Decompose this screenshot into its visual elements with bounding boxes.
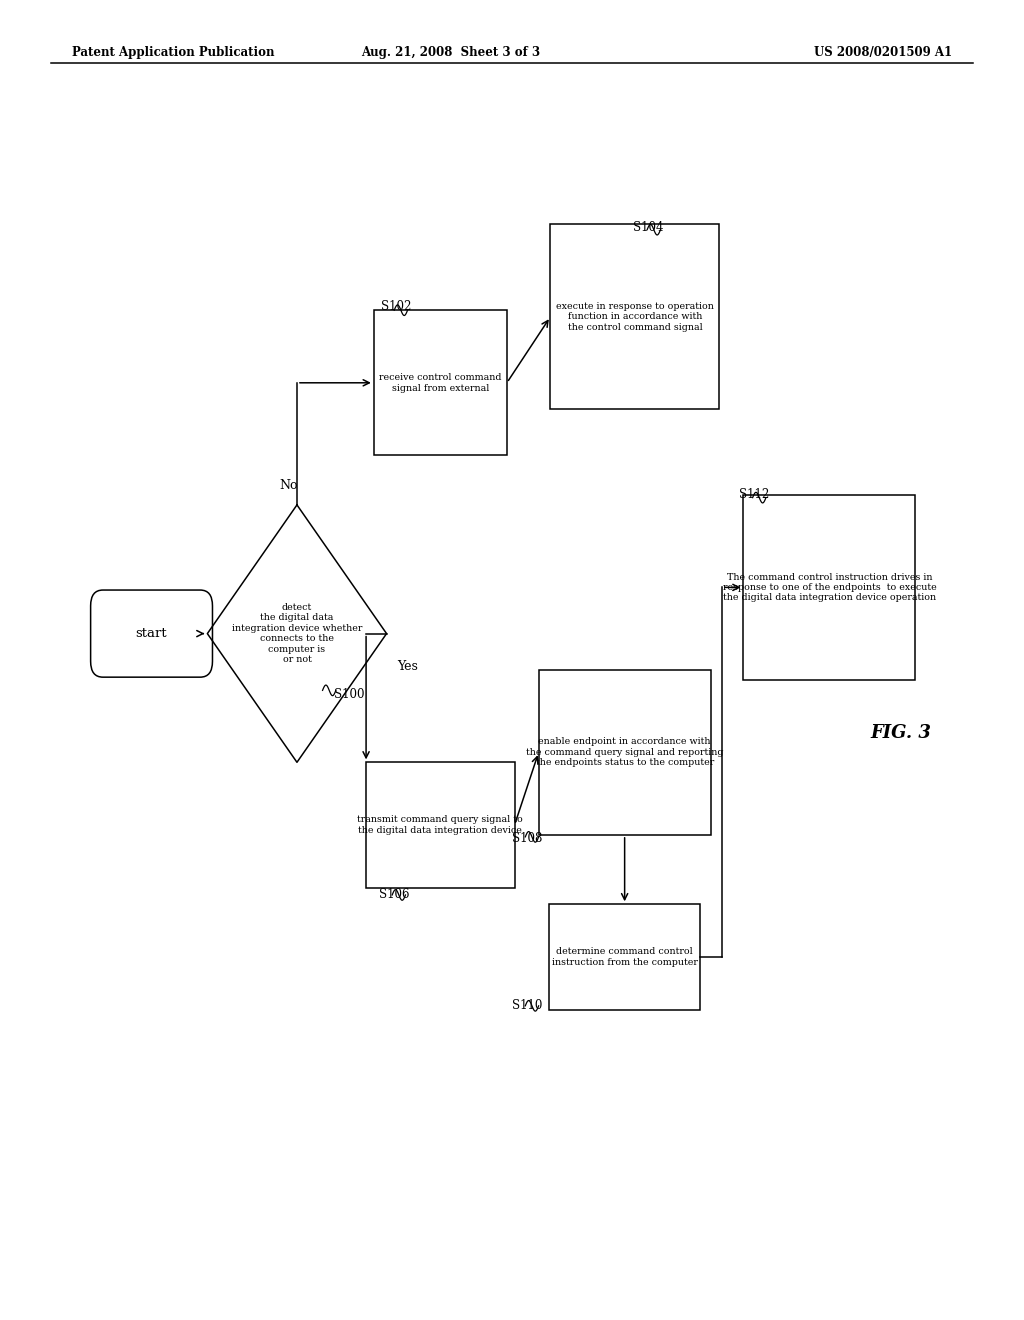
Text: S112: S112 (739, 488, 770, 502)
Text: determine command control
instruction from the computer: determine command control instruction fr… (552, 948, 697, 966)
Text: detect
the digital data
integration device whether
connects to the
computer is
o: detect the digital data integration devi… (231, 603, 362, 664)
Text: No: No (280, 479, 298, 491)
Text: Yes: Yes (396, 660, 418, 673)
FancyBboxPatch shape (551, 224, 719, 409)
Text: execute in response to operation
function in accordance with
the control command: execute in response to operation functio… (556, 302, 714, 331)
Text: S104: S104 (633, 220, 664, 234)
Text: FIG. 3: FIG. 3 (870, 723, 932, 742)
Text: receive control command
signal from external: receive control command signal from exte… (379, 374, 502, 392)
FancyBboxPatch shape (743, 495, 915, 680)
FancyBboxPatch shape (90, 590, 213, 677)
FancyBboxPatch shape (539, 671, 711, 836)
Text: The command control instruction drives in
response to one of the endpoints  to e: The command control instruction drives i… (723, 573, 936, 602)
Text: enable endpoint in accordance with
the command query signal and reporting
the en: enable endpoint in accordance with the c… (526, 738, 723, 767)
Text: transmit command query signal to
the digital data integration device: transmit command query signal to the dig… (357, 816, 523, 834)
Text: US 2008/0201509 A1: US 2008/0201509 A1 (814, 46, 952, 59)
FancyBboxPatch shape (374, 310, 507, 455)
Text: S100: S100 (334, 688, 365, 701)
Text: S110: S110 (512, 999, 543, 1012)
Text: S108: S108 (512, 832, 543, 845)
Text: S102: S102 (381, 300, 412, 313)
Text: Aug. 21, 2008  Sheet 3 of 3: Aug. 21, 2008 Sheet 3 of 3 (361, 46, 540, 59)
FancyBboxPatch shape (549, 904, 700, 1010)
Text: S106: S106 (379, 888, 410, 902)
FancyBboxPatch shape (367, 763, 514, 887)
Text: Patent Application Publication: Patent Application Publication (72, 46, 274, 59)
Text: start: start (136, 627, 167, 640)
